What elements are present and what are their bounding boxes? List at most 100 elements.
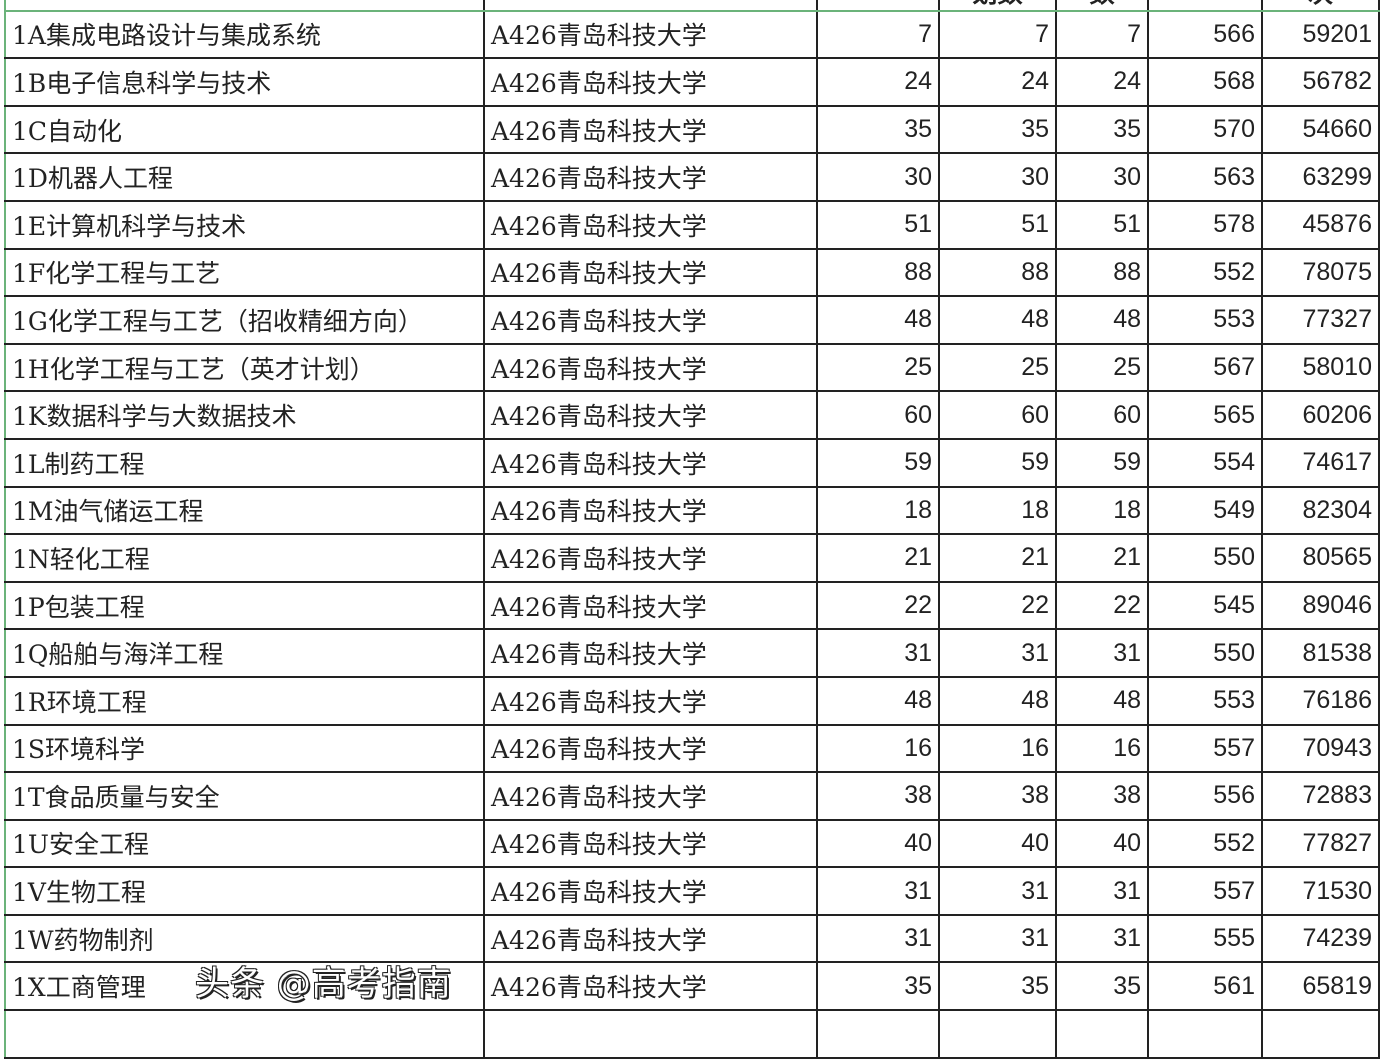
cell-school[interactable]: A426青岛科技大学 xyxy=(483,152,818,202)
cell-school[interactable]: A426青岛科技大学 xyxy=(483,533,818,583)
cell-min-score[interactable]: 570 xyxy=(1147,104,1263,155)
cell-major[interactable]: 1H化学工程与工艺（英才计划） xyxy=(4,342,485,393)
cell-min-score[interactable] xyxy=(1147,1009,1263,1059)
cell-school[interactable]: A426青岛科技大学 xyxy=(483,723,818,774)
cell-min-rank[interactable]: 71530 xyxy=(1261,866,1380,916)
cell-min-rank[interactable]: 82304 xyxy=(1261,485,1380,536)
cell-col4[interactable]: 16 xyxy=(938,723,1057,774)
cell-min-score[interactable]: 549 xyxy=(1147,485,1263,536)
cell-col5[interactable]: 25 xyxy=(1055,342,1149,393)
cell-min-rank[interactable]: 54660 xyxy=(1261,104,1380,155)
header-cell-min-score[interactable] xyxy=(1147,0,1263,12)
cell-min-score[interactable]: 578 xyxy=(1147,199,1263,250)
cell-col5[interactable] xyxy=(1055,1009,1149,1059)
header-cell-school[interactable] xyxy=(483,0,818,12)
cell-min-rank[interactable]: 76186 xyxy=(1261,675,1380,726)
cell-col5[interactable]: 18 xyxy=(1055,485,1149,536)
cell-min-rank[interactable]: 58010 xyxy=(1261,342,1380,393)
cell-col4[interactable]: 24 xyxy=(938,57,1057,107)
cell-major[interactable]: 1A集成电路设计与集成系统 xyxy=(4,9,485,60)
cell-plan-count[interactable]: 21 xyxy=(816,533,940,583)
cell-major[interactable]: 1F化学工程与工艺 xyxy=(4,247,485,298)
cell-school[interactable]: A426青岛科技大学 xyxy=(483,485,818,536)
cell-major[interactable]: 1G化学工程与工艺（招收精细方向） xyxy=(4,295,485,345)
cell-min-score[interactable]: 545 xyxy=(1147,580,1263,631)
cell-school[interactable]: A426青岛科技大学 xyxy=(483,866,818,916)
cell-major[interactable]: 1D机器人工程 xyxy=(4,152,485,202)
cell-col4[interactable]: 25 xyxy=(938,342,1057,393)
cell-col5[interactable]: 40 xyxy=(1055,818,1149,869)
cell-col4[interactable] xyxy=(938,1009,1057,1059)
cell-min-rank[interactable]: 45876 xyxy=(1261,199,1380,250)
cell-col5[interactable]: 31 xyxy=(1055,628,1149,678)
cell-col4[interactable]: 31 xyxy=(938,866,1057,916)
cell-plan-count[interactable]: 88 xyxy=(816,247,940,298)
cell-min-rank[interactable]: 89046 xyxy=(1261,580,1380,631)
cell-school[interactable]: A426青岛科技大学 xyxy=(483,57,818,107)
cell-min-rank[interactable]: 70943 xyxy=(1261,723,1380,774)
cell-school[interactable]: A426青岛科技大学 xyxy=(483,961,818,1012)
cell-plan-count[interactable]: 24 xyxy=(816,57,940,107)
cell-min-rank[interactable]: 74239 xyxy=(1261,913,1380,964)
cell-min-score[interactable]: 556 xyxy=(1147,771,1263,821)
cell-min-score[interactable]: 552 xyxy=(1147,247,1263,298)
cell-col5[interactable]: 48 xyxy=(1055,675,1149,726)
cell-major[interactable]: 1K数据科学与大数据技术 xyxy=(4,390,485,440)
cell-major[interactable]: 1U安全工程 xyxy=(4,818,485,869)
cell-min-score[interactable]: 555 xyxy=(1147,913,1263,964)
cell-min-rank[interactable]: 60206 xyxy=(1261,390,1380,440)
cell-col4[interactable]: 7 xyxy=(938,9,1057,60)
cell-plan-count[interactable]: 48 xyxy=(816,675,940,726)
cell-col4[interactable]: 18 xyxy=(938,485,1057,536)
cell-col4[interactable]: 35 xyxy=(938,104,1057,155)
cell-col5[interactable]: 16 xyxy=(1055,723,1149,774)
cell-col4[interactable]: 48 xyxy=(938,295,1057,345)
cell-major[interactable] xyxy=(4,1009,485,1059)
cell-plan-count[interactable]: 30 xyxy=(816,152,940,202)
cell-min-score[interactable]: 553 xyxy=(1147,295,1263,345)
cell-min-score[interactable]: 568 xyxy=(1147,57,1263,107)
cell-plan-count[interactable]: 31 xyxy=(816,913,940,964)
header-cell-min-rank[interactable]: 次 xyxy=(1261,0,1380,12)
cell-col5[interactable]: 35 xyxy=(1055,961,1149,1012)
cell-school[interactable]: A426青岛科技大学 xyxy=(483,247,818,298)
cell-major[interactable]: 1E计算机科学与技术 xyxy=(4,199,485,250)
cell-col4[interactable]: 31 xyxy=(938,628,1057,678)
cell-min-score[interactable]: 566 xyxy=(1147,9,1263,60)
cell-min-rank[interactable]: 56782 xyxy=(1261,57,1380,107)
cell-min-rank[interactable]: 59201 xyxy=(1261,9,1380,60)
cell-min-rank[interactable]: 78075 xyxy=(1261,247,1380,298)
cell-plan-count[interactable]: 31 xyxy=(816,866,940,916)
cell-min-score[interactable]: 567 xyxy=(1147,342,1263,393)
cell-col5[interactable]: 60 xyxy=(1055,390,1149,440)
cell-plan-count[interactable]: 60 xyxy=(816,390,940,440)
cell-col5[interactable]: 30 xyxy=(1055,152,1149,202)
cell-min-score[interactable]: 557 xyxy=(1147,866,1263,916)
cell-school[interactable] xyxy=(483,1009,818,1059)
header-cell-col5[interactable]: 数 xyxy=(1055,0,1149,12)
cell-min-score[interactable]: 565 xyxy=(1147,390,1263,440)
cell-col5[interactable]: 48 xyxy=(1055,295,1149,345)
cell-min-score[interactable]: 561 xyxy=(1147,961,1263,1012)
cell-col4[interactable]: 48 xyxy=(938,675,1057,726)
cell-min-rank[interactable]: 80565 xyxy=(1261,533,1380,583)
cell-col5[interactable]: 7 xyxy=(1055,9,1149,60)
cell-school[interactable]: A426青岛科技大学 xyxy=(483,104,818,155)
cell-major[interactable]: 1S环境科学 xyxy=(4,723,485,774)
cell-school[interactable]: A426青岛科技大学 xyxy=(483,295,818,345)
cell-plan-count[interactable]: 7 xyxy=(816,9,940,60)
cell-plan-count[interactable]: 48 xyxy=(816,295,940,345)
cell-major[interactable]: 1N轻化工程 xyxy=(4,533,485,583)
cell-col5[interactable]: 51 xyxy=(1055,199,1149,250)
cell-school[interactable]: A426青岛科技大学 xyxy=(483,9,818,60)
cell-col5[interactable]: 24 xyxy=(1055,57,1149,107)
cell-major[interactable]: 1P包装工程 xyxy=(4,580,485,631)
cell-min-rank[interactable]: 77327 xyxy=(1261,295,1380,345)
cell-min-rank[interactable]: 77827 xyxy=(1261,818,1380,869)
cell-col4[interactable]: 38 xyxy=(938,771,1057,821)
cell-major[interactable]: 1X工商管理 xyxy=(4,961,485,1012)
cell-school[interactable]: A426青岛科技大学 xyxy=(483,675,818,726)
cell-major[interactable]: 1C自动化 xyxy=(4,104,485,155)
cell-major[interactable]: 1W药物制剂 xyxy=(4,913,485,964)
cell-min-score[interactable]: 563 xyxy=(1147,152,1263,202)
